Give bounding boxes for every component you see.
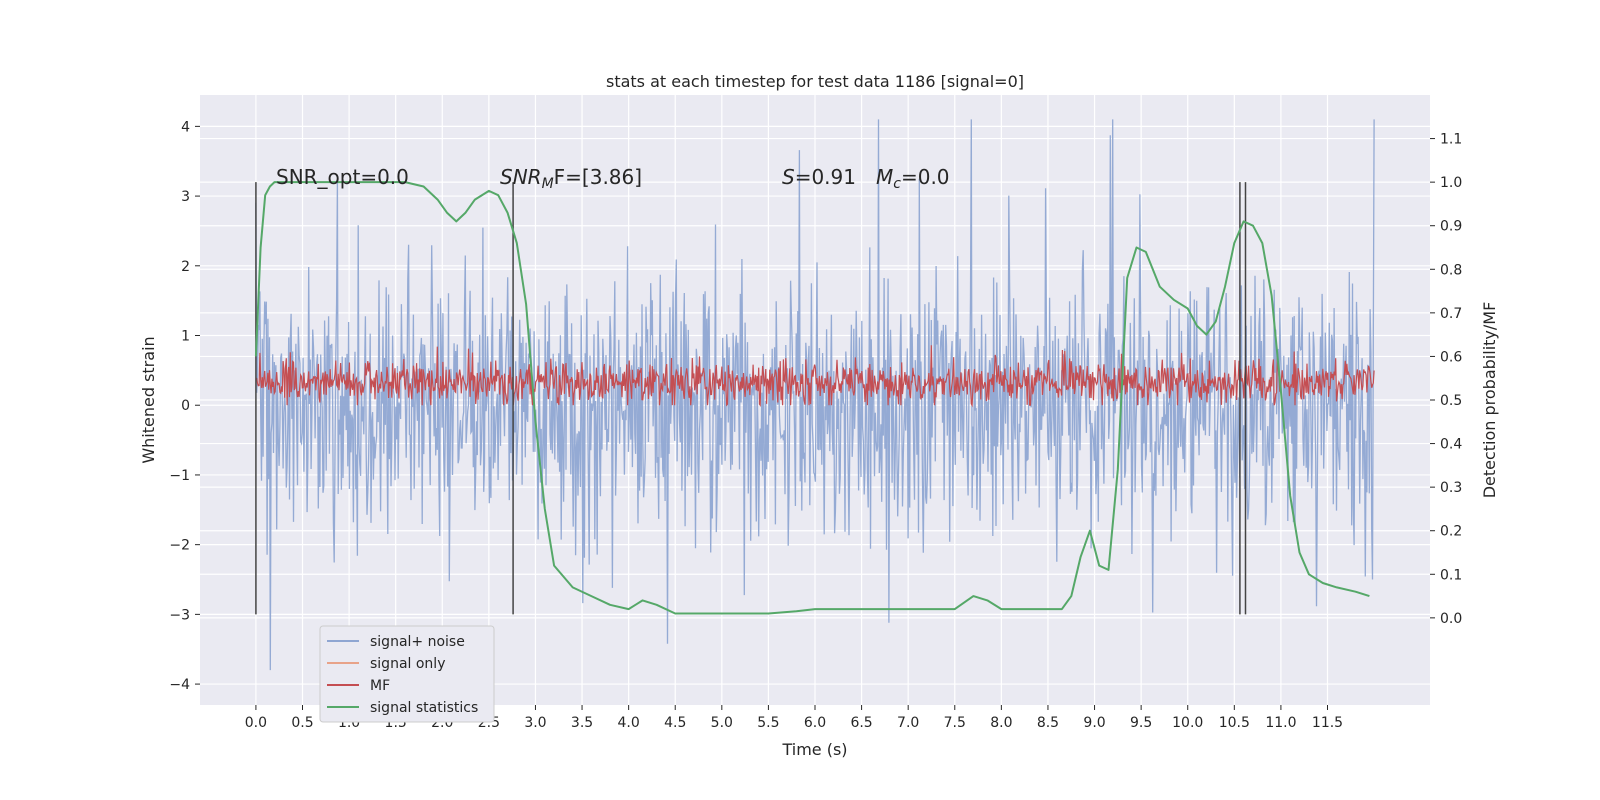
x-tick-label: 5.5 bbox=[757, 715, 779, 731]
annotation-snr-mf-symbol: SNR bbox=[500, 165, 542, 189]
mf-line bbox=[255, 345, 1375, 408]
legend-label-signal-noise: signal+ noise bbox=[370, 634, 465, 650]
y-tick-label: 0 bbox=[181, 398, 190, 414]
legend-item-signal-noise: signal+ noise bbox=[327, 634, 465, 650]
x-tick-label: 6.5 bbox=[850, 715, 872, 731]
y-tick-label: 3 bbox=[181, 189, 190, 205]
x-tick-label: 9.0 bbox=[1083, 715, 1105, 731]
legend: signal+ noise signal only MF signal stat… bbox=[319, 625, 495, 723]
annotation-snr-mf-subscript: M bbox=[542, 176, 554, 192]
legend-item-mf: MF bbox=[327, 678, 390, 694]
signal-noise-line bbox=[255, 119, 1375, 671]
x-tick-label: 8.0 bbox=[990, 715, 1012, 731]
series-mf bbox=[255, 345, 1375, 408]
x-tick-label: 4.5 bbox=[664, 715, 686, 731]
y2-tick-label: 1.0 bbox=[1440, 175, 1462, 191]
y-tick-label: −3 bbox=[169, 607, 190, 623]
y-axis-label: Whitened strain bbox=[139, 336, 158, 463]
x-tick-label: 9.5 bbox=[1130, 715, 1152, 731]
y2-tick-label: 1.1 bbox=[1440, 132, 1462, 148]
x-tick-label: 5.0 bbox=[711, 715, 733, 731]
y-tick-label: −4 bbox=[169, 677, 190, 693]
y-tick-label: 1 bbox=[181, 329, 190, 345]
annotation-snr-mf: SNRMF=[3.86] bbox=[500, 165, 642, 192]
legend-item-signal-statistics: signal statistics bbox=[327, 700, 478, 716]
x-tick-label: 11.0 bbox=[1265, 715, 1296, 731]
x-tick-label: 0.0 bbox=[245, 715, 267, 731]
y2-tick-label: 0.5 bbox=[1440, 393, 1462, 409]
legend-item-signal-only: signal only bbox=[327, 656, 445, 672]
y2-tick-label: 0.3 bbox=[1440, 480, 1462, 496]
x-tick-label: 4.0 bbox=[618, 715, 640, 731]
x-tick-label: 8.5 bbox=[1037, 715, 1059, 731]
x-tick-label: 3.0 bbox=[524, 715, 546, 731]
vertical-markers bbox=[255, 182, 1247, 615]
y2-tick-label: 0.6 bbox=[1440, 349, 1462, 365]
y2-tick-label: 0.0 bbox=[1440, 611, 1462, 627]
x-tick-label: 11.5 bbox=[1312, 715, 1343, 731]
signal-statistics-line bbox=[254, 181, 1370, 615]
series-signal-noise bbox=[255, 119, 1375, 671]
x-tick-label: 3.5 bbox=[571, 715, 593, 731]
annotation-s-value: =0.91 bbox=[795, 165, 856, 189]
chart-title: stats at each timestep for test data 118… bbox=[606, 72, 1024, 91]
annotation-mc-value: =0.0 bbox=[901, 165, 950, 189]
x-axis-label: Time (s) bbox=[781, 740, 847, 759]
series-signal-statistics bbox=[254, 181, 1370, 615]
annotation-s: S=0.91 bbox=[782, 165, 856, 189]
y-tick-label: 2 bbox=[181, 259, 190, 275]
annotation-s-symbol: S bbox=[782, 165, 795, 189]
x-tick-label: 10.0 bbox=[1172, 715, 1203, 731]
y2-axis-label: Detection probability/MF bbox=[1480, 302, 1499, 499]
legend-label-signal-statistics: signal statistics bbox=[370, 700, 478, 716]
y2-tick-label: 0.7 bbox=[1440, 306, 1462, 322]
legend-label-signal-only: signal only bbox=[370, 656, 445, 672]
x-tick-label: 6.0 bbox=[804, 715, 826, 731]
y-tick-label: −2 bbox=[169, 538, 190, 554]
annotation-snr-opt: SNR_opt=0.0 bbox=[276, 165, 409, 189]
x-tick-label: 0.5 bbox=[291, 715, 313, 731]
y2-axis-ticks: 1.1 1.0 0.9 0.8 0.7 0.6 0.5 0.4 0.3 0.2 0.1 0.0 bbox=[1430, 132, 1462, 627]
annotation-mc-subscript: c bbox=[893, 176, 901, 192]
y2-tick-label: 0.9 bbox=[1440, 219, 1462, 235]
x-tick-label: 7.0 bbox=[897, 715, 919, 731]
annotation-snr-mf-value: F=[3.86] bbox=[554, 165, 642, 189]
x-tick-label: 10.5 bbox=[1219, 715, 1250, 731]
y2-tick-label: 0.4 bbox=[1440, 437, 1462, 453]
y2-tick-label: 0.2 bbox=[1440, 524, 1462, 540]
legend-box bbox=[319, 625, 495, 723]
y-tick-label: −1 bbox=[169, 468, 190, 484]
annotation-mc-symbol: M bbox=[876, 165, 893, 189]
y-tick-label: 4 bbox=[181, 119, 190, 135]
y2-tick-label: 0.8 bbox=[1440, 262, 1462, 278]
legend-label-mf: MF bbox=[370, 678, 390, 694]
x-tick-label: 7.5 bbox=[944, 715, 966, 731]
y-axis-ticks: 4 3 2 1 0 −1 −2 −3 −4 bbox=[169, 119, 200, 693]
annotation-mc: Mc=0.0 bbox=[876, 165, 950, 192]
y2-tick-label: 0.1 bbox=[1440, 567, 1462, 583]
